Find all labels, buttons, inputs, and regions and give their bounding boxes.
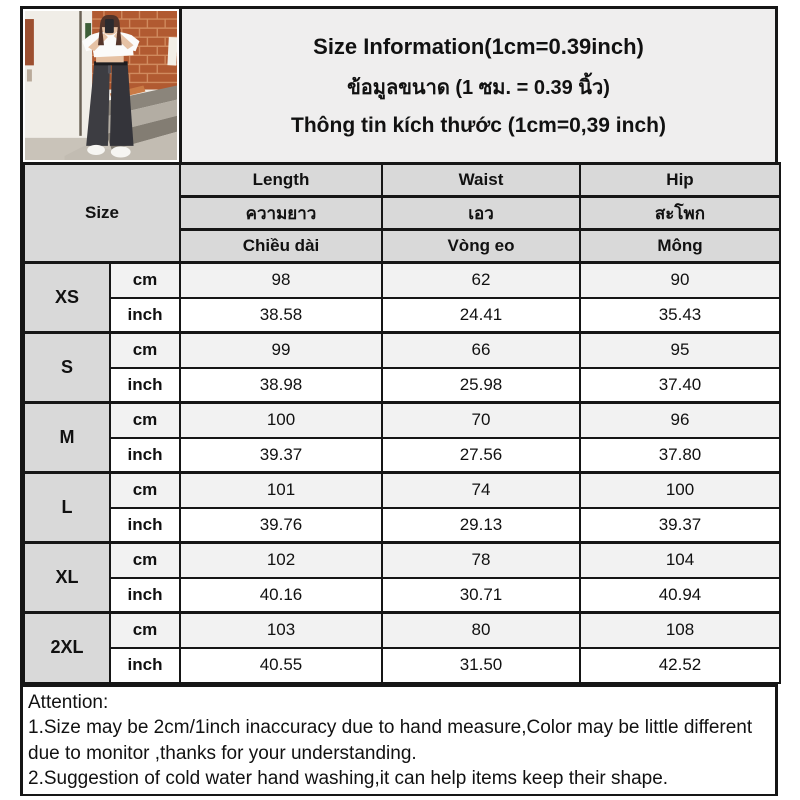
cell-value: 40.94 [579, 576, 781, 614]
product-photo [23, 9, 182, 162]
table-row: S cm 99 66 95 [23, 331, 781, 404]
size-group-l: L cm 101 74 100 inch 39.76 29.13 39.37 [23, 471, 781, 544]
column-header-length-th: ความยาว [179, 195, 383, 231]
table-row: inch 38.58 24.41 35.43 [24, 296, 781, 334]
size-group-xl: XL cm 102 78 104 inch 40.16 30.71 40.94 [23, 541, 781, 614]
unit-label-cm: cm [109, 471, 181, 509]
column-header-hip-vi: Mông [579, 228, 781, 264]
size-group-m: M cm 100 70 96 inch 39.37 27.56 37.80 [23, 401, 781, 474]
cell-value: 98 [179, 261, 383, 299]
top-banner: Size Information(1cm=0.39inch) ข้อมูลขนา… [23, 9, 775, 162]
size-label-m: M [23, 401, 111, 474]
column-header-waist-en: Waist [381, 162, 581, 198]
unit-label-inch: inch [109, 646, 181, 684]
cell-value: 80 [381, 611, 581, 649]
table-row: L cm 101 74 100 [23, 471, 781, 544]
attention-note-1: 1.Size may be 2cm/1inch inaccuracy due t… [28, 717, 753, 764]
column-header-hip-th: สะโพก [579, 195, 781, 231]
cell-value: 42.52 [579, 646, 781, 684]
size-table-header: Size Length Waist Hip ความยาว เอว สะโพก … [23, 162, 781, 264]
table-row: inch 39.76 29.13 39.37 [24, 506, 781, 544]
size-label-xl: XL [23, 541, 111, 614]
unit-label-inch: inch [109, 436, 181, 474]
product-photo-illustration [25, 11, 177, 160]
cell-value: 66 [381, 331, 581, 369]
unit-label-cm: cm [109, 261, 181, 299]
cell-value: 62 [381, 261, 581, 299]
table-row: XL cm 102 78 104 [23, 541, 781, 614]
table-row: M cm 100 70 96 [23, 401, 781, 474]
cell-value: 31.50 [381, 646, 581, 684]
unit-label-cm: cm [109, 331, 181, 369]
cell-value: 30.71 [381, 576, 581, 614]
cell-value: 40.16 [179, 576, 383, 614]
unit-label-inch: inch [109, 296, 181, 334]
size-label-xs: XS [23, 261, 111, 334]
cell-value: 100 [179, 401, 383, 439]
column-header-length-vi: Chiều dài [179, 228, 383, 264]
cell-value: 90 [579, 261, 781, 299]
attention-section: Attention: 1.Size may be 2cm/1inch inacc… [23, 683, 775, 794]
cell-value: 103 [179, 611, 383, 649]
table-row: inch 39.37 27.56 37.80 [24, 436, 781, 474]
cell-value: 39.76 [179, 506, 383, 544]
title-vietnamese: Thông tin kích thước (1cm=0,39 inch) [291, 113, 666, 137]
cell-value: 104 [579, 541, 781, 579]
cell-value: 29.13 [381, 506, 581, 544]
cell-value: 100 [579, 471, 781, 509]
title-english: Size Information(1cm=0.39inch) [313, 33, 644, 59]
size-group-s: S cm 99 66 95 inch 38.98 25.98 37.40 [23, 331, 781, 404]
column-header-waist-vi: Vòng eo [381, 228, 581, 264]
size-label-l: L [23, 471, 111, 544]
table-row: inch 40.55 31.50 42.52 [24, 646, 781, 684]
cell-value: 24.41 [381, 296, 581, 334]
unit-label-inch: inch [109, 366, 181, 404]
unit-label-inch: inch [109, 576, 181, 614]
unit-label-cm: cm [109, 401, 181, 439]
table-row: XS cm 98 62 90 [23, 261, 781, 334]
cell-value: 96 [579, 401, 781, 439]
size-group-2xl: 2XL cm 103 80 108 inch 40.55 31.50 42.52 [23, 611, 781, 684]
cell-value: 35.43 [579, 296, 781, 334]
size-group-xs: XS cm 98 62 90 inch 38.58 24.41 35.43 [23, 261, 781, 334]
column-header-hip-en: Hip [579, 162, 781, 198]
cell-value: 99 [179, 331, 383, 369]
cell-value: 27.56 [381, 436, 581, 474]
cell-value: 37.40 [579, 366, 781, 404]
attention-note-2: 2.Suggestion of cold water hand washing,… [28, 768, 669, 789]
title-thai: ข้อมูลขนาด (1 ซม. = 0.39 นิ้ว) [347, 76, 610, 99]
cell-value: 70 [381, 401, 581, 439]
attention-title: Attention: [28, 691, 109, 713]
size-label-2xl: 2XL [23, 611, 111, 684]
size-info-title-block: Size Information(1cm=0.39inch) ข้อมูลขนา… [182, 9, 775, 162]
size-table: Size Length Waist Hip ความยาว เอว สะโพก … [23, 162, 781, 684]
table-row: 2XL cm 103 80 108 [23, 611, 781, 684]
size-label-s: S [23, 331, 111, 404]
cell-value: 95 [579, 331, 781, 369]
unit-label-cm: cm [109, 611, 181, 649]
cell-value: 102 [179, 541, 383, 579]
unit-label-inch: inch [109, 506, 181, 544]
column-header-waist-th: เอว [381, 195, 581, 231]
cell-value: 108 [579, 611, 781, 649]
size-chart-sheet: Size Information(1cm=0.39inch) ข้อมูลขนา… [20, 6, 781, 796]
column-header-length-en: Length [179, 162, 383, 198]
cell-value: 25.98 [381, 366, 581, 404]
cell-value: 78 [381, 541, 581, 579]
cell-value: 39.37 [179, 436, 383, 474]
cell-value: 40.55 [179, 646, 383, 684]
table-row: inch 38.98 25.98 37.40 [24, 366, 781, 404]
cell-value: 38.58 [179, 296, 383, 334]
cell-value: 37.80 [579, 436, 781, 474]
cell-value: 39.37 [579, 506, 781, 544]
unit-label-cm: cm [109, 541, 181, 579]
cell-value: 38.98 [179, 366, 383, 404]
size-header-cell: Size [23, 162, 181, 264]
table-row: inch 40.16 30.71 40.94 [24, 576, 781, 614]
cell-value: 74 [381, 471, 581, 509]
cell-value: 101 [179, 471, 383, 509]
